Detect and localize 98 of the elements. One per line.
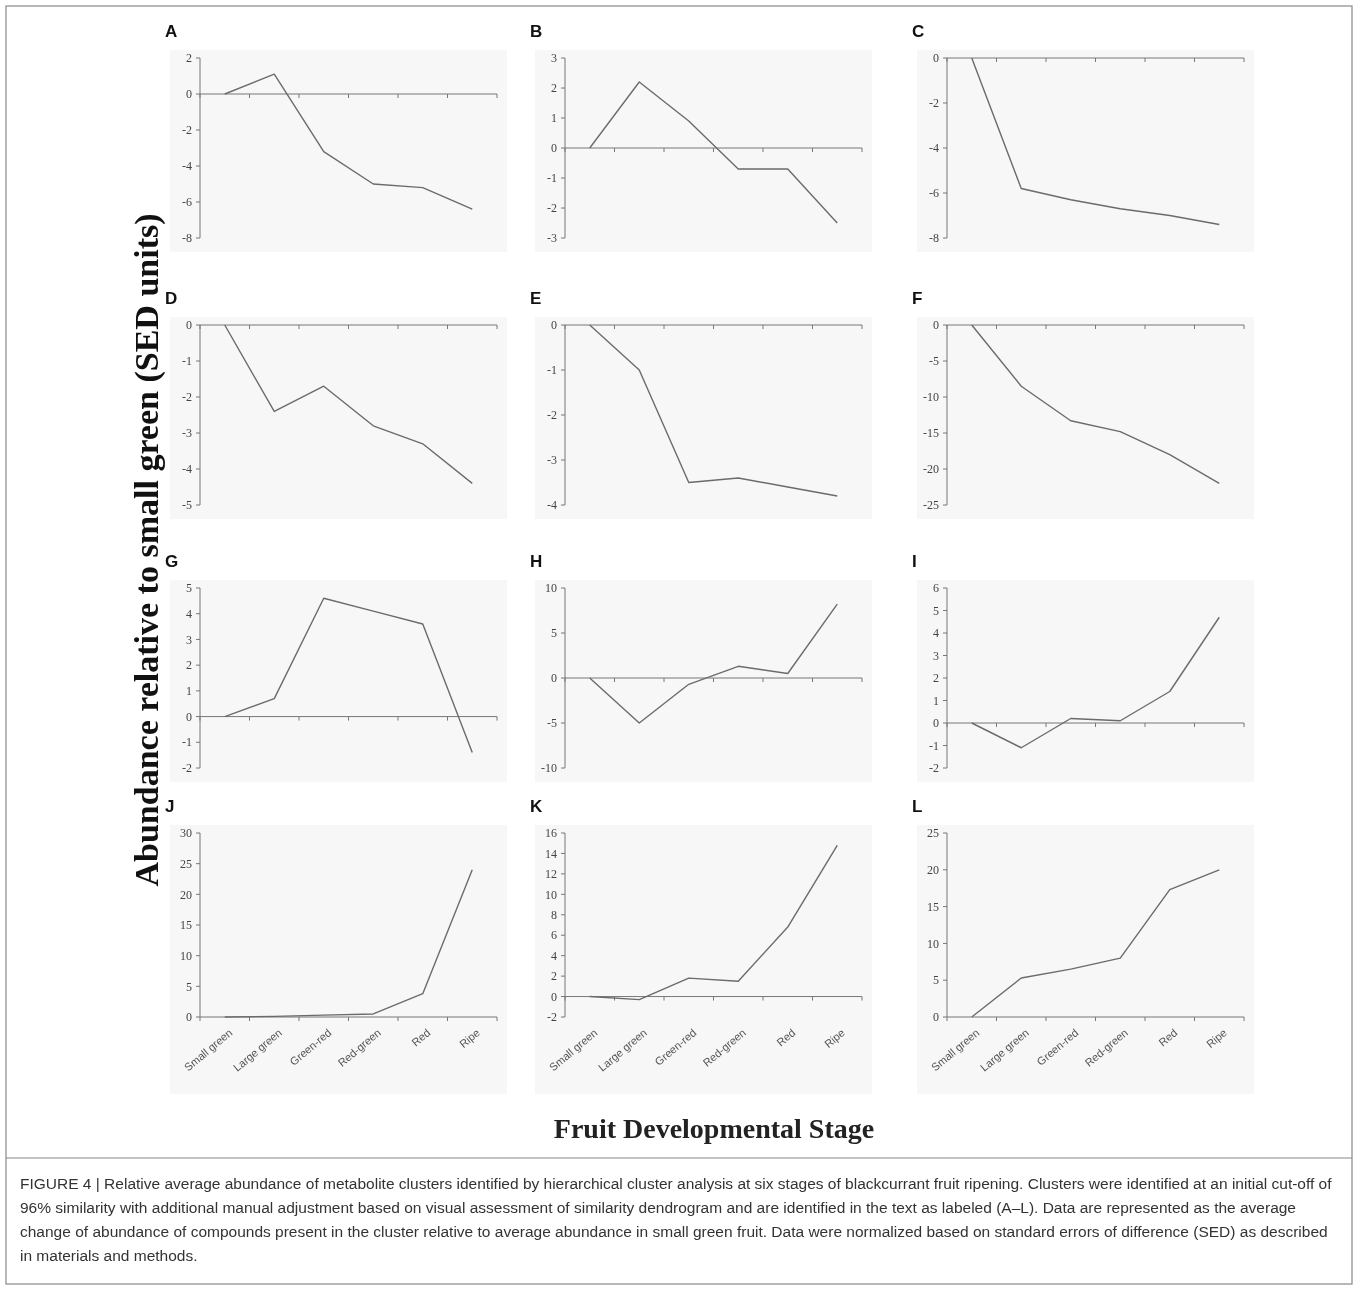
y-tick-label: -2 <box>547 201 557 216</box>
y-tick-label: 30 <box>180 826 192 841</box>
y-tick-label: -15 <box>923 426 939 441</box>
y-tick-label: -10 <box>541 761 557 776</box>
y-tick-label: 10 <box>545 887 557 902</box>
y-tick-label: 0 <box>186 709 192 724</box>
y-tick-label: -2 <box>182 123 192 138</box>
y-tick-label: -1 <box>547 171 557 186</box>
y-tick-label: 3 <box>933 648 939 663</box>
y-tick-label: 0 <box>933 51 939 66</box>
y-tick-label: 0 <box>551 141 557 156</box>
y-tick-label: 2 <box>186 51 192 66</box>
y-tick-label: -25 <box>923 498 939 513</box>
y-tick-label: -5 <box>929 354 939 369</box>
y-tick-label: 1 <box>186 684 192 699</box>
y-tick-label: 5 <box>933 973 939 988</box>
y-tick-label: 10 <box>545 581 557 596</box>
y-tick-label: -6 <box>929 186 939 201</box>
y-tick-label: 0 <box>933 1010 939 1025</box>
chart-title: G <box>165 552 179 571</box>
y-tick-label: -3 <box>547 231 557 246</box>
chart-title: K <box>530 797 543 816</box>
y-tick-label: -2 <box>929 96 939 111</box>
y-tick-label: 20 <box>180 887 192 902</box>
y-tick-label: -4 <box>182 159 192 174</box>
y-tick-label: 1 <box>933 693 939 708</box>
chart-title: F <box>912 289 923 308</box>
x-tick-label: Ripe <box>1203 1026 1230 1051</box>
y-tick-label: -2 <box>182 390 192 405</box>
y-tick-label: 6 <box>551 928 557 943</box>
y-tick-label: -4 <box>182 462 192 477</box>
y-tick-label: -1 <box>182 735 192 750</box>
y-tick-label: 10 <box>180 948 192 963</box>
y-tick-label: -2 <box>547 1010 557 1025</box>
y-tick-label: 2 <box>551 81 557 96</box>
y-tick-label: 0 <box>186 318 192 333</box>
y-tick-label: 4 <box>933 626 939 641</box>
y-tick-label: 15 <box>180 918 192 933</box>
text: Fruit Developmental Stage <box>553 1113 875 1144</box>
chart-title: I <box>912 552 917 571</box>
y-tick-label: 5 <box>186 581 192 596</box>
y-tick-label: 20 <box>927 863 939 877</box>
y-tick-label: 5 <box>933 603 939 618</box>
y-tick-label: -8 <box>929 231 939 246</box>
caption: FIGURE 4 | Relative average abundance of metabolite clusters identified by hierarchical cluster analysis at six stages of blackcurrant fruit ripening. Clusters were identified at an initial cut-off of 96% similarity with additional manual adjustment based on visual assessment of similarity dendrogram and are identified in the text as labeled (A–L). Data are represented as the average change of abundance of compounds present in the cluster relative to average abundance in small green fruit. Data were normalized based on standard errors of difference (SED) as described in materials and methods. <box>20 1174 1333 1266</box>
y-tick-label: -4 <box>929 141 939 156</box>
y-tick-label: 2 <box>551 969 557 984</box>
chart-title: C <box>912 22 925 41</box>
x-tick-label: Ripe <box>821 1026 848 1051</box>
y-tick-label: -10 <box>923 390 939 405</box>
y-tick-label: 0 <box>551 318 557 333</box>
y-tick-label: 12 <box>545 867 557 882</box>
y-tick-label: 3 <box>551 51 557 66</box>
y-tick-label: -8 <box>182 231 192 246</box>
chart-title: B <box>530 22 543 41</box>
y-tick-label: 8 <box>551 907 557 922</box>
chart-title: J <box>165 797 175 816</box>
y-tick-label: 2 <box>186 658 192 673</box>
y-tick-label: -5 <box>547 716 557 731</box>
y-tick-label: 6 <box>933 581 939 596</box>
y-tick-label: -2 <box>182 761 192 776</box>
y-tick-label: 0 <box>186 1010 192 1025</box>
y-tick-label: -1 <box>547 363 557 378</box>
y-tick-label: 2 <box>933 671 939 686</box>
y-tick-label: -1 <box>182 354 192 369</box>
y-tick-label: 16 <box>545 826 557 841</box>
y-tick-label: -3 <box>182 426 192 441</box>
y-tick-label: 0 <box>551 989 557 1004</box>
y-tick-label: 0 <box>933 318 939 333</box>
chart-title: H <box>530 552 543 571</box>
y-tick-label: -5 <box>182 498 192 513</box>
y-tick-label: 1 <box>551 111 557 126</box>
y-tick-label: -20 <box>923 462 939 477</box>
y-tick-label: 14 <box>545 846 557 861</box>
chart-title: A <box>165 22 178 41</box>
y-tick-label: -2 <box>547 408 557 423</box>
y-tick-label: 3 <box>186 632 192 647</box>
y-tick-label: 0 <box>186 87 192 102</box>
y-tick-label: -2 <box>929 761 939 776</box>
y-tick-label: -1 <box>929 738 939 753</box>
y-tick-label: 4 <box>186 606 192 621</box>
y-tick-label: 5 <box>551 626 557 641</box>
y-tick-label: 0 <box>933 716 939 731</box>
y-tick-label: 15 <box>927 899 939 914</box>
y-tick-label: -4 <box>547 498 557 513</box>
y-tick-label: -6 <box>182 195 192 210</box>
y-tick-label: 4 <box>551 948 557 963</box>
y-tick-label: 25 <box>927 826 939 841</box>
x-tick-label: Ripe <box>456 1026 483 1051</box>
chart-title: L <box>912 797 923 816</box>
y-tick-label: 5 <box>186 979 192 994</box>
y-tick-label: 0 <box>551 671 557 686</box>
y-tick-label: -3 <box>547 453 557 468</box>
text: Abundance relative to small green (SED units) <box>128 213 166 887</box>
y-tick-label: 25 <box>180 856 192 871</box>
chart-title: D <box>165 289 178 308</box>
chart-title: E <box>530 289 542 308</box>
y-tick-label: 10 <box>927 936 939 951</box>
